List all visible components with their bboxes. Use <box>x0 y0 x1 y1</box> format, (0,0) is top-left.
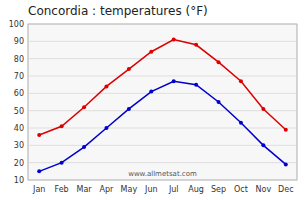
x-tick-label: Aug <box>188 185 204 194</box>
grid-line <box>28 41 297 42</box>
series-group <box>37 38 288 174</box>
point-marker <box>60 161 64 165</box>
point-marker <box>284 128 288 132</box>
point-marker <box>104 84 108 88</box>
grid-line <box>28 24 297 25</box>
chart-container: Concordia : temperatures (°F) 10 20 30 40 50 6… <box>0 0 305 200</box>
point-marker <box>217 100 221 104</box>
point-marker <box>217 60 221 64</box>
point-marker <box>172 79 176 83</box>
point-marker <box>60 124 64 128</box>
y-tick-label: 90 <box>14 37 24 46</box>
annotation: www.allmetsat.com <box>128 170 197 178</box>
y-tick-label: 70 <box>14 72 24 81</box>
plot-area <box>28 24 297 180</box>
chart: Concordia : temperatures (°F) 10 20 30 40 50 6… <box>0 0 305 200</box>
x-tick-label: Dec <box>278 185 293 194</box>
grid-line <box>28 76 297 77</box>
grid-line <box>28 180 297 181</box>
y-tick-label: 50 <box>14 107 24 116</box>
grid-line <box>28 162 297 163</box>
series-line <box>39 40 286 135</box>
x-tick-label: Feb <box>55 185 69 194</box>
grid-line <box>28 93 297 94</box>
y-tick-label: 20 <box>14 159 24 168</box>
point-marker <box>194 83 198 87</box>
point-marker <box>149 50 153 54</box>
point-marker <box>261 107 265 111</box>
point-marker <box>82 105 86 109</box>
x-tick-label: Jun <box>144 185 158 194</box>
point-marker <box>127 67 131 71</box>
point-marker <box>149 90 153 94</box>
point-marker <box>239 79 243 83</box>
point-marker <box>37 169 41 173</box>
point-marker <box>127 107 131 111</box>
point-marker <box>172 38 176 42</box>
title: Concordia : temperatures (°F) <box>28 4 208 18</box>
series-line <box>39 81 286 171</box>
x-tick-label: Jul <box>168 185 179 194</box>
grid-line <box>28 110 297 111</box>
x-tick-label: Apr <box>100 185 115 194</box>
point-marker <box>261 143 265 147</box>
x-tick-label: Mar <box>76 185 92 194</box>
y-tick-label: 60 <box>14 89 24 98</box>
grid-line <box>28 58 297 59</box>
x-tick-label: May <box>121 185 138 194</box>
point-marker <box>194 43 198 47</box>
y-tick-label: 80 <box>14 55 24 64</box>
y-tick-label: 10 <box>14 176 24 185</box>
y-tick-label: 100 <box>9 20 24 29</box>
point-marker <box>284 162 288 166</box>
x-tick-label: Sep <box>211 185 226 194</box>
x-tick-label: Jan <box>32 185 45 194</box>
y-tick-label: 40 <box>14 124 24 133</box>
point-marker <box>239 121 243 125</box>
grid-line <box>28 128 297 129</box>
point-marker <box>104 126 108 130</box>
grid-line <box>28 145 297 146</box>
point-marker <box>82 145 86 149</box>
x-tick-label: Nov <box>256 185 272 194</box>
point-marker <box>37 133 41 137</box>
y-tick-label: 30 <box>14 141 24 150</box>
x-tick-label: Oct <box>234 185 248 194</box>
